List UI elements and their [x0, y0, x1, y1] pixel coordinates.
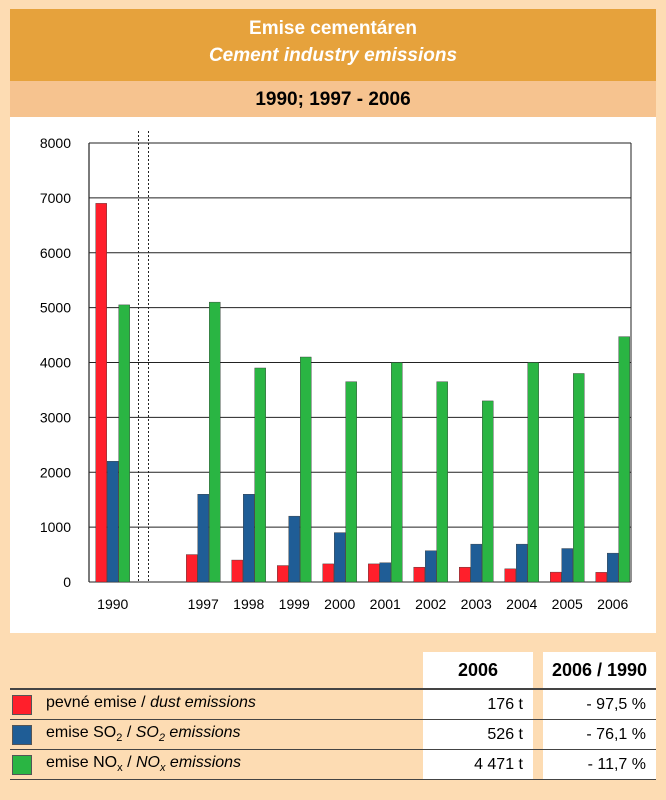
x-tick-label: 2001 — [370, 596, 401, 612]
title-banner: Emise cementáren Cement industry emissio… — [10, 9, 656, 81]
bar-1999-series-1 — [277, 565, 289, 583]
x-tick-label: 1998 — [233, 596, 264, 612]
bar-1997-series-1 — [186, 554, 198, 583]
chart-panel: 0 1000 2000 3000 4000 5000 6000 7000 8000 1990 199… — [10, 117, 656, 633]
so2-value: 526 t — [423, 720, 533, 750]
bar-2005-series-2 — [561, 548, 573, 583]
col-header-ratio: 2006 / 1990 — [543, 652, 656, 688]
bar-1999-series-2 — [288, 515, 300, 583]
bar-2003-series-2 — [470, 543, 482, 583]
bar-2003-series-3 — [482, 400, 494, 583]
bar-2004-series-1 — [504, 568, 516, 583]
bar-1997-series-2 — [197, 494, 209, 583]
bar-1998-series-1 — [231, 559, 243, 583]
dust-value: 176 t — [423, 690, 533, 720]
title-czech: Emise cementáren — [249, 18, 417, 39]
table-row-so2: emise SO2 / SO2 emissions 526 t - 76,1 % — [10, 720, 656, 750]
bar-2001-series-2 — [379, 562, 391, 583]
bar-2000-series-2 — [334, 532, 346, 583]
so2-change: - 76,1 % — [543, 720, 656, 750]
nox-swatch — [12, 755, 32, 775]
bar-2004-series-2 — [516, 543, 528, 583]
dust-change: - 97,5 % — [543, 690, 656, 720]
row-divider — [10, 779, 656, 780]
bar-1998-series-3 — [254, 367, 266, 583]
x-tick-label: 1990 — [97, 596, 128, 612]
x-tick-label: 1997 — [188, 596, 219, 612]
nox-label: emise NOx / NOx emissions — [46, 754, 242, 775]
x-tick-label: 2006 — [597, 596, 628, 612]
x-tick-label: 2005 — [552, 596, 583, 612]
y-tick-label: 7000 — [40, 190, 71, 206]
bar-2002-series-3 — [436, 381, 448, 583]
nox-change: - 11,7 % — [543, 750, 656, 780]
table-divider — [10, 688, 656, 690]
y-tick-label: 1000 — [40, 519, 71, 535]
bar-2006-series-1 — [595, 572, 607, 583]
bar-chart: 0 1000 2000 3000 4000 5000 6000 7000 8000 1990 199… — [40, 131, 632, 612]
bar-2006-series-2 — [607, 552, 619, 583]
bar-1990-series-2 — [107, 461, 119, 583]
y-tick-label: 0 — [63, 574, 71, 590]
y-tick-label: 8000 — [40, 135, 71, 151]
row-divider — [10, 749, 656, 750]
bar-2002-series-2 — [425, 550, 437, 583]
bar-2000-series-1 — [322, 563, 334, 583]
bar-2004-series-3 — [527, 362, 539, 583]
x-tick-label: 2004 — [506, 596, 537, 612]
bar-2006-series-3 — [618, 336, 630, 583]
y-tick-label: 2000 — [40, 464, 71, 480]
x-tick-label: 2003 — [461, 596, 492, 612]
x-tick-label: 2002 — [415, 596, 446, 612]
dust-swatch — [12, 695, 32, 715]
bar-1990-series-3 — [118, 304, 130, 583]
bar-2003-series-1 — [459, 566, 471, 583]
bar-2005-series-3 — [573, 373, 585, 583]
table-row-dust: pevné emise / dust emissions 176 t - 97,… — [10, 690, 656, 720]
title-english: Cement industry emissions — [208, 45, 458, 66]
so2-swatch — [12, 725, 32, 745]
bar-1999-series-3 — [300, 356, 312, 583]
y-tick-label: 5000 — [40, 300, 71, 316]
bar-1990-series-1 — [95, 203, 107, 583]
bar-2000-series-3 — [345, 381, 357, 583]
bar-2005-series-1 — [550, 571, 562, 583]
period-label: 1990; 1997 - 2006 — [10, 81, 656, 117]
x-tick-label: 1999 — [279, 596, 310, 612]
so2-label: emise SO2 / SO2 emissions — [46, 724, 241, 745]
bar-2001-series-3 — [391, 362, 403, 583]
bar-2001-series-1 — [368, 563, 380, 583]
row-divider — [10, 719, 656, 720]
table-row-nox: emise NOx / NOx emissions 4 471 t - 11,7… — [10, 750, 656, 780]
bar-1998-series-2 — [243, 494, 255, 583]
y-tick-label: 6000 — [40, 245, 71, 261]
y-tick-label: 3000 — [40, 409, 71, 425]
y-tick-label: 4000 — [40, 355, 71, 371]
bar-2002-series-1 — [413, 566, 425, 583]
dust-label: pevné emise / dust emissions — [46, 694, 256, 711]
x-tick-label: 2000 — [324, 596, 355, 612]
nox-value: 4 471 t — [423, 750, 533, 780]
col-header-2006: 2006 — [423, 652, 533, 688]
bar-1997-series-3 — [209, 301, 221, 583]
